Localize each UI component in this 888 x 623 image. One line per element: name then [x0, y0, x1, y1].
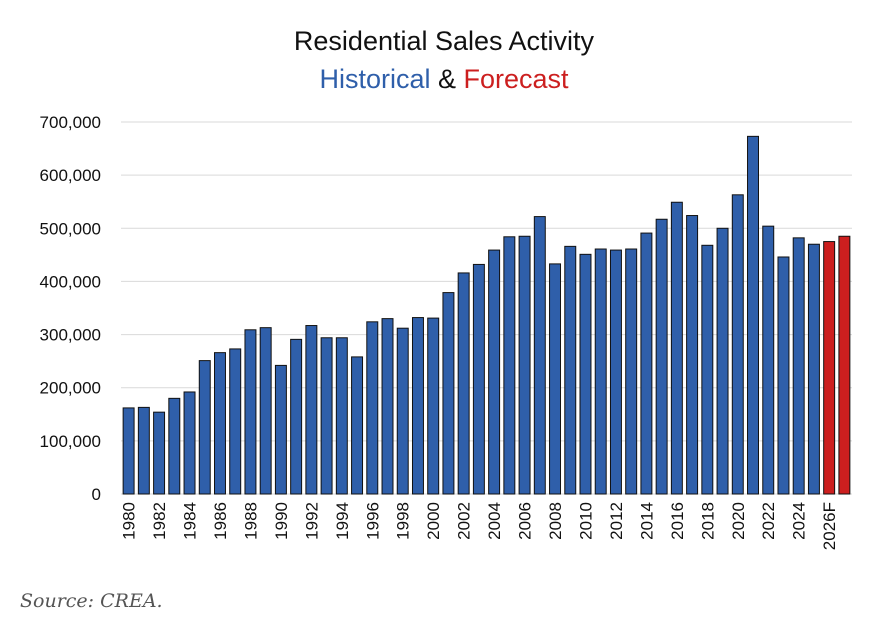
x-tick-label: 2018: [698, 502, 717, 540]
x-tick-label: 1992: [302, 502, 321, 540]
historical-bar: [183, 391, 196, 495]
subtitle-historical: Historical: [319, 64, 431, 94]
historical-bar: [762, 225, 775, 495]
x-tick-label: 2014: [637, 502, 656, 540]
historical-bar: [488, 249, 501, 495]
historical-bar: [807, 243, 820, 495]
historical-bar: [655, 218, 668, 495]
y-tick-label: 400,000: [40, 272, 101, 291]
y-tick-label: 700,000: [40, 113, 101, 132]
y-axis-ticks: 0 100,000 200,000 300,000 400,000 500,000 600,…: [40, 113, 101, 504]
historical-bar: [777, 256, 790, 495]
x-tick-label: 1996: [363, 502, 382, 540]
x-tick-label: 2022: [759, 502, 778, 540]
historical-bar: [747, 135, 759, 495]
x-tick-label: 2000: [424, 502, 443, 540]
x-tick-label: 2026F: [820, 502, 839, 550]
historical-bar: [168, 397, 181, 495]
historical-bar: [335, 337, 348, 495]
chart-subtitle: Historical & Forecast: [0, 64, 888, 95]
historical-bar: [640, 232, 653, 495]
historical-bar: [457, 272, 470, 495]
source-note: Source: CREA.: [20, 590, 163, 612]
historical-bar: [366, 321, 379, 495]
historical-bar: [214, 352, 226, 495]
historical-bar: [411, 317, 424, 495]
y-tick-label: 600,000: [40, 166, 101, 185]
bar-chart: 0 100,000 200,000 300,000 400,000 500,000 600,…: [40, 113, 852, 550]
y-tick-label: 0: [92, 485, 101, 504]
forecast-bar: [823, 241, 836, 495]
bars: [122, 135, 851, 495]
historical-bar: [351, 356, 364, 495]
historical-bar: [594, 248, 607, 495]
historical-bar: [305, 325, 318, 495]
y-tick-label: 100,000: [40, 432, 101, 451]
historical-bar: [518, 235, 531, 495]
historical-bar: [609, 249, 622, 495]
historical-bar: [686, 215, 699, 495]
x-tick-label: 1990: [272, 502, 291, 540]
historical-bar: [198, 360, 211, 495]
x-tick-label: 1994: [333, 502, 352, 540]
historical-bar: [320, 337, 333, 495]
historical-bar: [503, 236, 516, 495]
historical-bar: [427, 317, 440, 495]
historical-bar: [137, 406, 150, 495]
x-tick-label: 1982: [150, 502, 169, 540]
y-tick-label: 500,000: [40, 219, 101, 238]
x-tick-label: 1980: [120, 502, 139, 540]
historical-bar: [381, 318, 394, 495]
x-tick-label: 1984: [181, 502, 200, 540]
historical-bar: [670, 201, 683, 495]
x-tick-label: 2008: [546, 502, 565, 540]
historical-bar: [731, 194, 744, 495]
subtitle-forecast: Forecast: [463, 64, 569, 94]
x-tick-label: 1986: [211, 502, 230, 540]
x-tick-label: 2002: [455, 502, 474, 540]
x-tick-label: 2020: [729, 502, 748, 540]
historical-bar: [625, 248, 638, 495]
x-tick-label: 1988: [241, 502, 260, 540]
historical-bar: [442, 292, 455, 495]
historical-bar: [396, 327, 409, 495]
x-tick-label: 2012: [607, 502, 626, 540]
historical-bar: [549, 263, 562, 495]
historical-bar: [579, 253, 592, 495]
x-tick-label: 2024: [790, 502, 809, 540]
x-tick-label: 2016: [668, 502, 687, 540]
historical-bar: [716, 227, 729, 495]
historical-bar: [274, 364, 287, 495]
historical-bar: [290, 338, 303, 495]
y-tick-label: 300,000: [40, 326, 101, 345]
chart-title: Residential Sales Activity: [293, 26, 595, 56]
historical-bar: [244, 329, 257, 495]
historical-bar: [564, 245, 577, 495]
historical-bar: [229, 348, 242, 495]
x-tick-label: 2010: [576, 502, 595, 540]
historical-bar: [122, 407, 135, 495]
forecast-bar: [838, 235, 851, 495]
x-tick-label: 2006: [516, 502, 535, 540]
x-tick-label: 1998: [394, 502, 413, 540]
x-tick-label: 2004: [485, 502, 504, 540]
subtitle-ampersand: &: [430, 64, 464, 94]
historical-bar: [792, 237, 805, 495]
y-tick-label: 200,000: [40, 379, 101, 398]
historical-bar: [701, 244, 714, 495]
grid-lines: [121, 121, 852, 495]
historical-bar: [259, 327, 272, 495]
x-axis-ticks: 1980 1982 1984 1986 1988 1990 1992 1994 1996 1998…: [120, 502, 840, 550]
historical-bar: [533, 216, 546, 495]
historical-bar: [472, 263, 485, 495]
historical-bar: [153, 411, 166, 495]
